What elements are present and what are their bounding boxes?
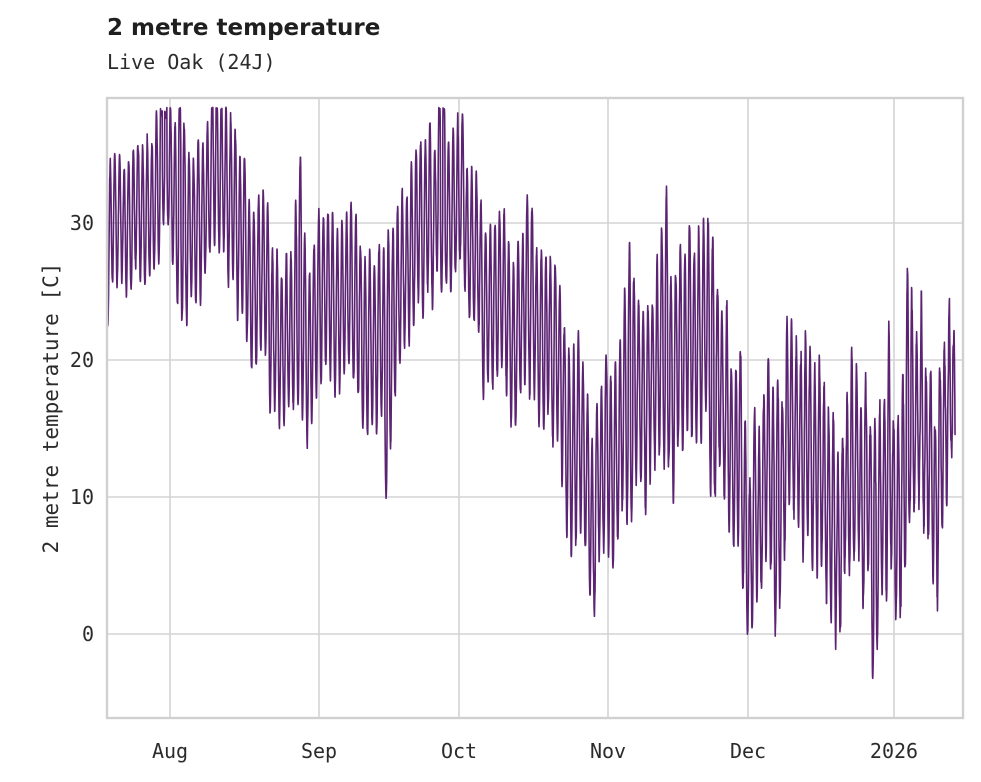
x-tick-nov: Nov <box>589 739 627 763</box>
plot-border <box>105 96 965 720</box>
x-tick-sep: Sep <box>300 739 338 763</box>
y-tick-10: 10 <box>69 485 94 509</box>
chart-subtitle: Live Oak (24J) <box>107 50 276 74</box>
title-block: 2 metre temperature Live Oak (24J) <box>107 14 807 76</box>
y-tick-30: 30 <box>69 211 94 235</box>
x-tick-dec: Dec <box>729 739 767 763</box>
x-tick-aug: Aug <box>151 739 189 763</box>
y-tick-labels: 30 20 10 0 <box>0 0 94 782</box>
x-tick-oct: Oct <box>440 739 478 763</box>
y-tick-0: 0 <box>81 622 94 646</box>
x-tick-2026: 2026 <box>869 739 919 763</box>
y-tick-20: 20 <box>69 348 94 372</box>
temperature-series <box>106 106 956 680</box>
page-title: 2 metre temperature <box>107 15 381 41</box>
